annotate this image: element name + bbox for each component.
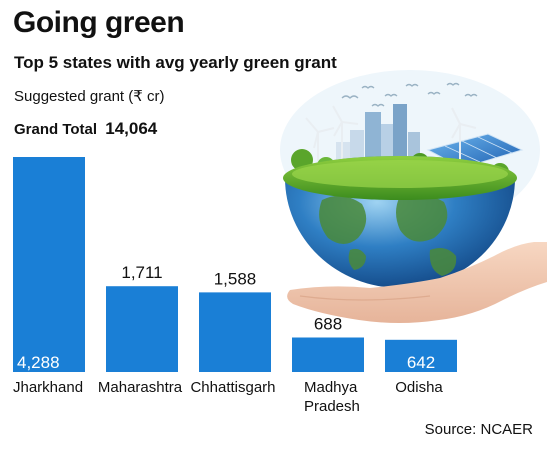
category-label-chhattisgarh: Chhattisgarh	[190, 379, 275, 396]
unit-label: Suggested grant (₹ cr)	[14, 88, 165, 105]
category-label-madhya-pradesh: Pradesh	[304, 398, 360, 415]
bar-jharkhand	[13, 157, 85, 372]
hand-icon	[287, 242, 547, 323]
value-label-chhattisgarh: 1,588	[214, 269, 257, 288]
chart-subtitle: Top 5 states with avg yearly green grant	[14, 53, 337, 72]
category-label-jharkhand: Jharkhand	[13, 379, 83, 396]
birds-icon	[341, 82, 478, 107]
bar-chhattisgarh	[199, 292, 271, 372]
source-note: Source: NCAER	[424, 421, 533, 438]
value-label-madhya-pradesh: 688	[314, 315, 342, 334]
category-label-madhya-pradesh: Madhya	[304, 379, 358, 396]
grand-total-label: Grand Total	[14, 121, 98, 138]
grand-total-value: 14,064	[105, 119, 158, 138]
value-label-jharkhand: 4,288	[17, 353, 60, 372]
grand-total: Grand Total 14,064	[14, 119, 157, 139]
value-label-maharashtra: 1,711	[121, 263, 162, 282]
bar-maharashtra	[106, 286, 178, 372]
category-label-maharashtra: Maharashtra	[98, 379, 183, 396]
bar-madhya-pradesh	[292, 337, 364, 372]
category-label-odisha: Odisha	[395, 379, 443, 396]
chart-title: Going green	[13, 6, 185, 39]
value-label-odisha: 642	[407, 353, 435, 372]
bar-odisha	[385, 339, 457, 372]
